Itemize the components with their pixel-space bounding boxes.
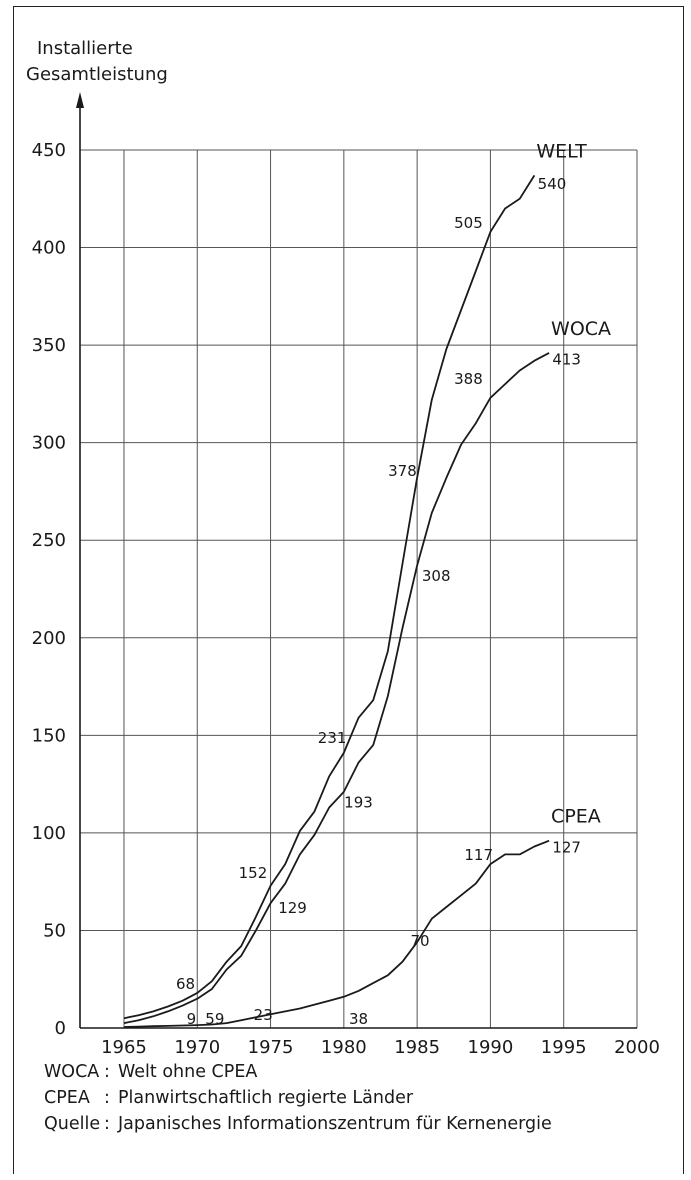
data-label: 127 [552,838,581,856]
legend-key: CPEA [44,1088,90,1108]
y-tick-label: 100 [32,823,66,844]
data-label: 540 [538,175,567,193]
y-axis-arrow [76,92,84,108]
grid [80,149,638,1028]
data-label: 38 [349,1010,368,1028]
y-tick-label: 0 [55,1018,66,1039]
x-tick-label: 1985 [394,1037,440,1058]
y-tick-label: 150 [32,725,66,746]
legend-sep: : [104,1062,110,1082]
series-name-cpea: CPEA [551,806,601,828]
figure-frame [13,6,684,1174]
legend-row-cpea: CPEA: Planwirtschaftlich regierte Länder [44,1088,413,1108]
x-tick-label: 1975 [248,1037,294,1058]
x-tick-label: 2000 [614,1037,660,1058]
series-line-welt [123,174,536,1020]
legend-text: Japanisches Informationszentrum für Kern… [118,1114,552,1134]
legend-key: Quelle [44,1114,101,1134]
data-label: 378 [388,462,417,480]
series-line-woca [123,352,550,1024]
legend-row-source: Quelle: Japanisches Informationszentrum f… [44,1114,552,1134]
data-label: 231 [318,729,347,747]
series-name-welt: WELT [536,140,587,162]
data-label: 308 [422,567,451,585]
data-labels: WELT 68 152 231 378 505 540 WOCA 59 129 193 308 388 4… [176,140,611,1028]
legend-row-woca: WOCA: Welt ohne CPEA [44,1062,257,1082]
data-label: 505 [454,214,483,232]
data-label: 193 [344,794,373,812]
y-tick-label: 200 [32,628,66,649]
y-axis-label: Gesamtleistung [26,64,168,85]
data-label: 413 [552,351,581,369]
line-chart: 0 50 100 150 200 250 300 350 400 450 1965 1970 1975 1… [26,38,660,1058]
data-label: 23 [254,1006,273,1024]
y-tick-label: 400 [32,238,66,259]
axes: 0 50 100 150 200 250 300 350 400 450 1965 1970 1975 1… [26,38,660,1058]
legend-key: WOCA [44,1062,100,1082]
x-tick-label: 1995 [541,1037,587,1058]
x-tick-label: 1970 [174,1037,220,1058]
series-lines [123,174,550,1028]
legend-text: Welt ohne CPEA [118,1062,258,1082]
x-tick-label: 1990 [468,1037,514,1058]
y-tick-label: 350 [32,335,66,356]
y-axis-label: Installierte [37,38,133,59]
legend-text: Planwirtschaftlich regierte Länder [118,1088,414,1108]
x-tick-label: 1980 [321,1037,367,1058]
data-label: 117 [464,846,493,864]
x-tick-label: 1965 [101,1037,147,1058]
y-tick-label: 300 [32,433,66,454]
data-label: 70 [411,932,430,950]
legend-sep: : [104,1088,110,1108]
data-label: 388 [454,370,483,388]
y-tick-label: 250 [32,530,66,551]
data-label: 152 [239,864,268,882]
data-label: 68 [176,975,195,993]
series-name-woca: WOCA [551,318,611,340]
series-line-cpea [123,839,550,1028]
data-label: 129 [278,899,307,917]
y-tick-label: 450 [32,140,66,161]
data-label: 59 [205,1010,224,1028]
y-tick-label: 50 [43,920,66,941]
legend-sep: : [104,1114,110,1134]
data-label: 9 [187,1010,197,1028]
